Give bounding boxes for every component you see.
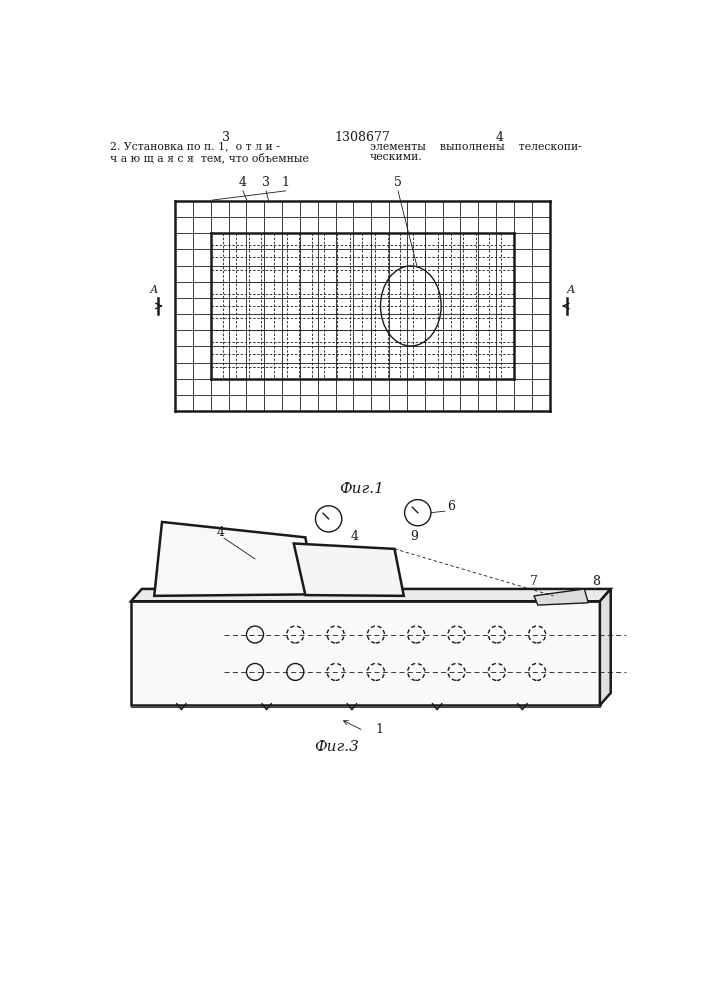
- Text: 5: 5: [394, 176, 402, 189]
- Polygon shape: [154, 522, 315, 596]
- Text: 7: 7: [530, 575, 538, 588]
- Text: 6: 6: [448, 500, 455, 513]
- Text: 1308677: 1308677: [334, 131, 390, 144]
- Text: Фиг.1: Фиг.1: [339, 482, 385, 496]
- Text: 8: 8: [592, 575, 600, 588]
- Text: А: А: [149, 285, 158, 295]
- Circle shape: [315, 506, 341, 532]
- Polygon shape: [131, 589, 611, 601]
- Text: 1: 1: [281, 176, 290, 189]
- Text: 4: 4: [350, 530, 358, 543]
- Text: Фиг.3: Фиг.3: [314, 740, 359, 754]
- Text: 1: 1: [375, 723, 383, 736]
- Polygon shape: [131, 601, 600, 705]
- Polygon shape: [534, 589, 588, 605]
- Text: 3: 3: [262, 176, 270, 189]
- Text: 3: 3: [221, 131, 230, 144]
- Text: ческими.: ческими.: [370, 152, 423, 162]
- Text: А: А: [567, 285, 575, 295]
- Text: 2. Установка по п. 1,  о т л и -: 2. Установка по п. 1, о т л и -: [110, 142, 280, 152]
- Text: 9: 9: [411, 530, 419, 543]
- Circle shape: [404, 500, 431, 526]
- Text: 4: 4: [239, 176, 247, 189]
- Polygon shape: [600, 589, 611, 705]
- Text: 4: 4: [495, 131, 503, 144]
- Text: ч а ю щ а я с я  тем, что объемные: ч а ю щ а я с я тем, что объемные: [110, 152, 309, 163]
- Text: элементы    выполнены    телескопи-: элементы выполнены телескопи-: [370, 142, 582, 152]
- Text: 4: 4: [216, 526, 224, 539]
- Polygon shape: [293, 544, 404, 596]
